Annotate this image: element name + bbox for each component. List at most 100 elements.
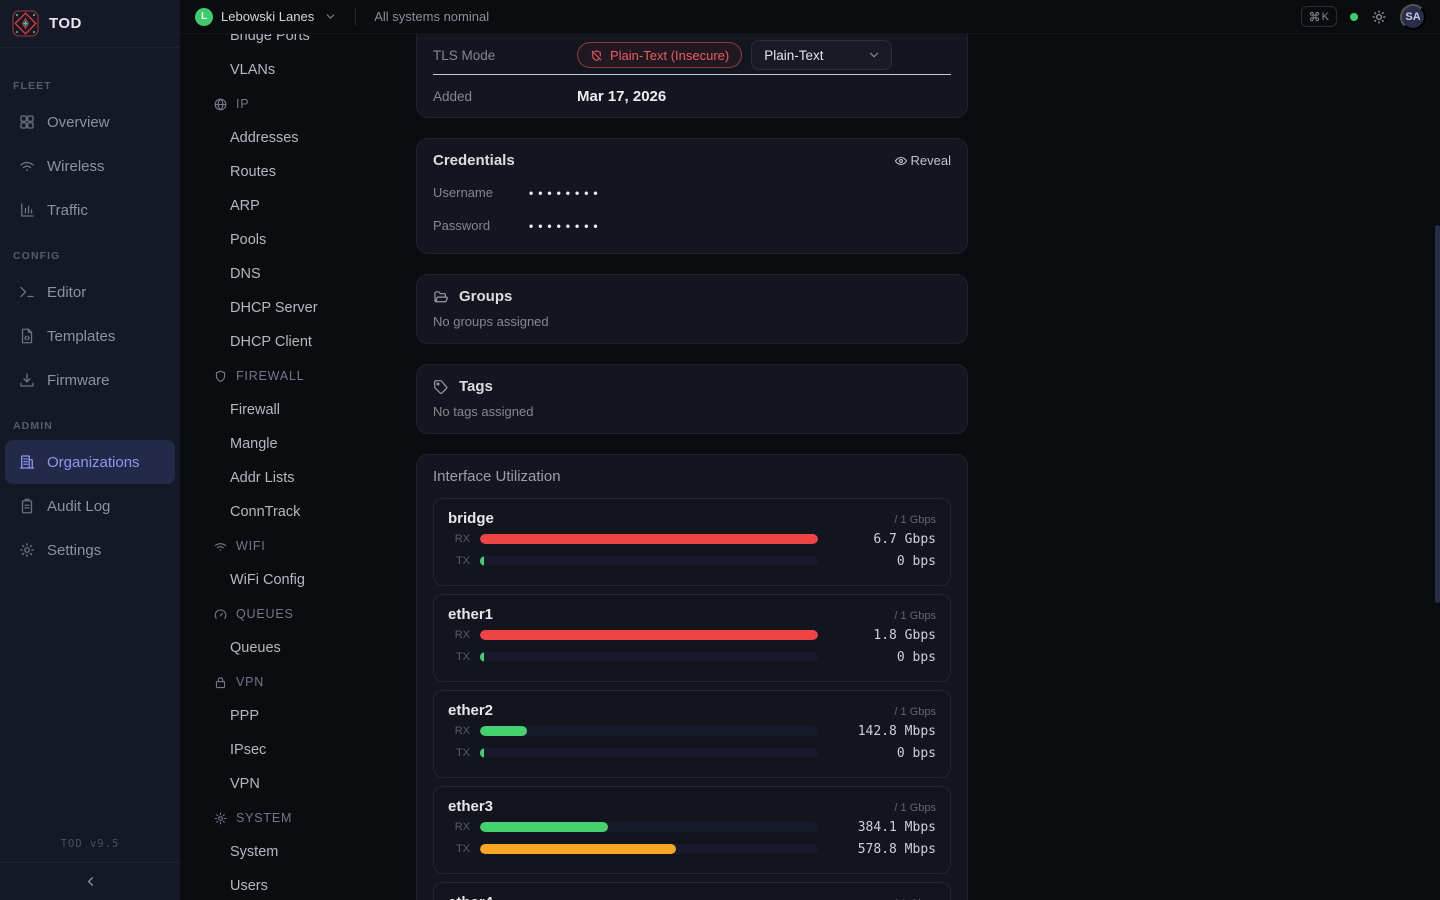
sidebar-item-wireless[interactable]: Wireless <box>5 144 175 188</box>
sidebar-section-label: CONFIG <box>13 250 61 262</box>
bar-direction-label: RX <box>454 725 470 737</box>
subnav-item-conntrack[interactable]: ConnTrack <box>180 495 392 529</box>
subnav-item-dhcp-server[interactable]: DHCP Server <box>180 291 392 325</box>
sidebar-item-organizations[interactable]: Organizations <box>5 440 175 484</box>
subnav-item-routes[interactable]: Routes <box>180 155 392 189</box>
interface-card-ether3: ether3 / 1 Gbps RX 384.1 Mbps TX 578.8 Mbps <box>433 786 951 874</box>
interface-utilization-title: Interface Utilization <box>433 468 561 485</box>
sidebar-section-label: ADMIN <box>13 420 53 432</box>
bar-direction-label: RX <box>454 533 470 545</box>
subnav-item-pools[interactable]: Pools <box>180 223 392 257</box>
utilization-bar-fill <box>480 652 484 662</box>
utilization-bar-track <box>480 556 818 566</box>
subnav-item-vpn[interactable]: VPN <box>180 767 392 801</box>
subnav-item-firewall[interactable]: Firewall <box>180 393 392 427</box>
rx-bar-row: RX 384.1 Mbps <box>448 817 936 837</box>
subnav-item-bridge-ports[interactable]: Bridge Ports <box>180 34 392 53</box>
subnav-item-ppp[interactable]: PPP <box>180 699 392 733</box>
tls-selected-value: Plain-Text <box>764 47 824 63</box>
subnav-item-arp[interactable]: ARP <box>180 189 392 223</box>
tls-mode-select[interactable]: Plain-Text <box>751 40 893 70</box>
sidebar-item-traffic[interactable]: Traffic <box>5 188 175 232</box>
subnav-item-system[interactable]: System <box>180 835 392 869</box>
user-avatar[interactable]: SA <box>1400 3 1426 30</box>
utilization-bar-fill <box>480 630 818 640</box>
interface-capacity-label: / 1 Gbps <box>894 802 936 814</box>
sidebar-footer: TOD v9.5 <box>0 828 180 900</box>
subnav-item-users[interactable]: Users <box>180 869 392 900</box>
interface-capacity-label: / 1 Gbps <box>894 514 936 526</box>
command-palette-shortcut[interactable]: K <box>1300 6 1337 27</box>
sidebar-item-settings[interactable]: Settings <box>5 528 175 572</box>
subnav-item-addresses[interactable]: Addresses <box>180 121 392 155</box>
added-row: Added Mar 17, 2026 <box>417 75 967 117</box>
reveal-credentials-button[interactable]: Reveal <box>894 153 951 168</box>
sidebar-item-templates[interactable]: Templates <box>5 314 175 358</box>
subnav-item-wifi-config[interactable]: WiFi Config <box>180 563 392 597</box>
credential-masked-value: •••••••• <box>529 218 603 233</box>
row-divider <box>433 74 951 75</box>
subnav-section-wifi: WIFI <box>180 529 392 563</box>
interface-name: ether3 <box>448 798 494 815</box>
folder-open-icon <box>433 289 449 305</box>
gear-icon <box>213 811 228 826</box>
sidebar-item-label: Audit Log <box>47 497 111 515</box>
interface-card-ether2: ether2 / 1 Gbps RX 142.8 Mbps TX 0 bps <box>433 690 951 778</box>
topbar-divider <box>355 7 357 26</box>
subnav-section-vpn: VPN <box>180 665 392 699</box>
scrollbar-thumb[interactable] <box>1435 225 1440 603</box>
org-avatar: L <box>195 7 213 26</box>
sun-icon <box>1371 9 1387 25</box>
added-label: Added <box>433 88 473 104</box>
groups-title: Groups <box>459 288 513 305</box>
subnav-item-mangle[interactable]: Mangle <box>180 427 392 461</box>
sidebar-item-editor[interactable]: Editor <box>5 270 175 314</box>
lock-icon <box>213 675 228 690</box>
tls-mode-row: TLS Mode Plain-Text (Insecure) Plain-Tex… <box>417 34 967 74</box>
app-logo-icon <box>12 10 39 37</box>
file-icon <box>18 327 36 345</box>
sidebar-item-audit-log[interactable]: Audit Log <box>5 484 175 528</box>
interface-utilization-card: Interface Utilization bridge / 1 Gbps RX 6.… <box>416 454 968 900</box>
utilization-value: 0 bps <box>896 649 936 665</box>
bar-direction-label: RX <box>454 629 470 641</box>
utilization-value: 1.8 Gbps <box>873 627 936 643</box>
subnav-item-queues[interactable]: Queues <box>180 631 392 665</box>
subnav-section-label: VPN <box>236 675 265 689</box>
tls-insecure-badge: Plain-Text (Insecure) <box>577 42 743 68</box>
sidebar-collapse-button[interactable] <box>0 862 180 900</box>
subnav-item-dhcp-client[interactable]: DHCP Client <box>180 325 392 359</box>
credential-row: Username •••••••• <box>433 179 951 206</box>
tags-empty-text: No tags assigned <box>433 404 534 419</box>
tx-bar-row: TX 578.8 Mbps <box>448 839 936 859</box>
subnav-item-ipsec[interactable]: IPsec <box>180 733 392 767</box>
shield-icon <box>213 369 228 384</box>
org-switcher[interactable]: L Lebowski Lanes <box>195 7 337 26</box>
sidebar-item-overview[interactable]: Overview <box>5 100 175 144</box>
building-icon <box>18 453 36 471</box>
bar-direction-label: TX <box>455 651 470 663</box>
subnav-item-addr-lists[interactable]: Addr Lists <box>180 461 392 495</box>
wifi-icon <box>18 157 36 175</box>
credentials-card: Credentials Reveal Username •••••••• Passw… <box>416 138 968 254</box>
subnav-section-queues: QUEUES <box>180 597 392 631</box>
utilization-value: 578.8 Mbps <box>857 841 936 857</box>
system-status-text: All systems nominal <box>374 9 490 24</box>
credential-row: Password •••••••• <box>433 212 951 239</box>
subnav-item-vlans[interactable]: VLANs <box>180 53 392 87</box>
utilization-bar-track <box>480 534 818 544</box>
sidebar-item-label: Organizations <box>47 453 140 471</box>
groups-empty-text: No groups assigned <box>433 314 549 329</box>
chevron-down-icon <box>324 10 337 23</box>
app-version: TOD v9.5 <box>60 838 120 850</box>
theme-toggle-button[interactable] <box>1371 9 1387 25</box>
added-value: Mar 17, 2026 <box>577 87 667 105</box>
utilization-bar-fill <box>480 534 818 544</box>
utilization-value: 142.8 Mbps <box>857 723 936 739</box>
sidebar-item-firmware[interactable]: Firmware <box>5 358 175 402</box>
shield-off-icon <box>590 49 603 62</box>
subnav-item-dns[interactable]: DNS <box>180 257 392 291</box>
sidebar-item-label: Overview <box>47 113 110 131</box>
rx-bar-row: RX 1.8 Gbps <box>448 625 936 645</box>
utilization-bar-track <box>480 726 818 736</box>
